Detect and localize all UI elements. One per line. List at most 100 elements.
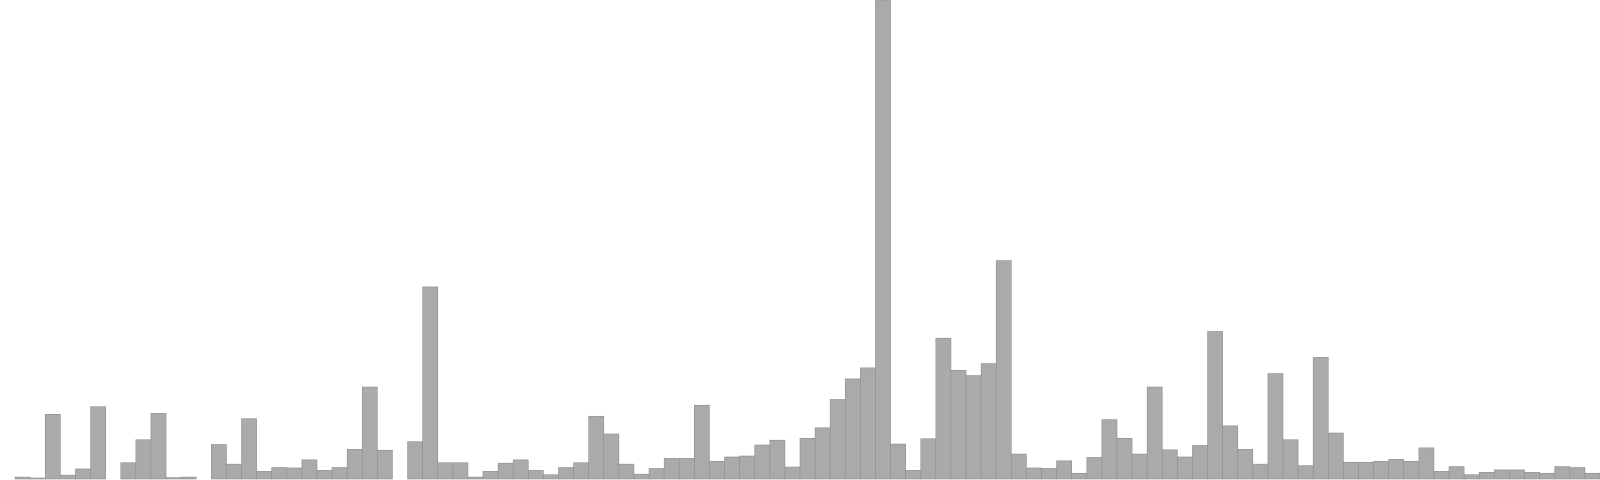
bar-86 (1297, 465, 1314, 480)
bar-43 (648, 468, 665, 480)
bars-group (14, 0, 1600, 480)
bar-36 (543, 474, 559, 480)
bar-85 (1282, 439, 1299, 480)
bar-90 (1358, 461, 1374, 480)
bar-30 (452, 462, 469, 480)
bar-101 (1524, 471, 1540, 480)
bar-59 (890, 443, 906, 480)
bar-58 (875, 0, 891, 480)
bar-10 (150, 413, 167, 480)
bar-14 (211, 444, 227, 480)
bar-37 (558, 467, 574, 480)
bar-88 (1328, 432, 1344, 480)
bar-54 (814, 427, 831, 480)
bar-2 (29, 477, 46, 480)
bar-50 (754, 444, 771, 480)
bar-4 (60, 474, 76, 480)
bar-44 (663, 458, 680, 480)
bar-69 (1041, 468, 1057, 480)
bar-9 (135, 439, 152, 480)
bar-38 (573, 462, 589, 480)
bar-47 (709, 460, 725, 480)
bar-8 (120, 462, 137, 480)
bar-92 (1388, 459, 1405, 480)
bar-66 (995, 260, 1012, 480)
bar-70 (1056, 460, 1072, 480)
bar-6 (90, 406, 106, 480)
bar-77 (1161, 449, 1178, 480)
bar-63 (950, 369, 967, 480)
bar-48 (724, 456, 740, 480)
bar-34 (512, 459, 529, 480)
bar-93 (1403, 460, 1420, 480)
bar-52 (784, 466, 801, 480)
bar-23 (346, 448, 363, 480)
bar-5 (75, 468, 91, 480)
bar-100 (1509, 469, 1525, 480)
bar-1 (14, 476, 31, 480)
bar-76 (1146, 386, 1163, 480)
bar-75 (1131, 453, 1148, 480)
bar-27 (407, 441, 423, 480)
bar-31 (467, 476, 484, 480)
bar-18 (271, 467, 288, 480)
bar-99 (1494, 469, 1510, 480)
bar-21 (316, 470, 333, 480)
bar-11 (165, 477, 182, 480)
bar-94 (1418, 447, 1435, 480)
bar-102 (1539, 472, 1556, 480)
bar-97 (1463, 474, 1480, 480)
bar-41 (618, 463, 635, 480)
bar-87 (1312, 357, 1329, 480)
bar-64 (965, 375, 982, 480)
bar-98 (1478, 471, 1495, 480)
bar-16 (241, 418, 257, 480)
bar-45 (678, 458, 695, 480)
bar-57 (860, 367, 876, 480)
bar-15 (226, 463, 242, 480)
bar-82 (1237, 448, 1254, 480)
bar-39 (588, 415, 605, 480)
bar-12 (180, 476, 197, 480)
bar-28 (422, 286, 439, 480)
bar-60 (905, 470, 922, 480)
bar-71 (1071, 472, 1088, 480)
bar-33 (497, 462, 514, 480)
bar-22 (331, 467, 348, 480)
bar-46 (694, 404, 710, 480)
bar-104 (1569, 467, 1586, 480)
bar-67 (1011, 453, 1027, 480)
bar-40 (603, 433, 620, 480)
bar-61 (920, 438, 937, 480)
bar-84 (1267, 373, 1284, 480)
bar-89 (1343, 461, 1359, 480)
bar-91 (1373, 460, 1389, 480)
bar-19 (286, 467, 303, 480)
bar-25 (377, 449, 393, 480)
bar-83 (1252, 463, 1269, 480)
bar-73 (1101, 419, 1118, 480)
bar-105 (1584, 472, 1600, 480)
bar-103 (1554, 466, 1571, 480)
bar-95 (1433, 471, 1450, 480)
bar-74 (1116, 437, 1133, 480)
bar-55 (829, 399, 846, 480)
bar-51 (769, 439, 786, 480)
bar-32 (482, 471, 499, 480)
bar-42 (633, 473, 650, 480)
bar-81 (1222, 425, 1239, 480)
bar-35 (527, 470, 544, 480)
bar-29 (437, 462, 454, 480)
bar-72 (1086, 457, 1103, 480)
bar-78 (1177, 456, 1193, 480)
bar-65 (980, 363, 997, 480)
bar-53 (799, 437, 816, 480)
bar-20 (301, 459, 318, 480)
bar-56 (844, 378, 861, 480)
bar-3 (44, 414, 61, 480)
bar-68 (1026, 467, 1042, 480)
bar-80 (1207, 331, 1223, 480)
bar-62 (935, 337, 952, 480)
bar-49 (739, 455, 756, 480)
